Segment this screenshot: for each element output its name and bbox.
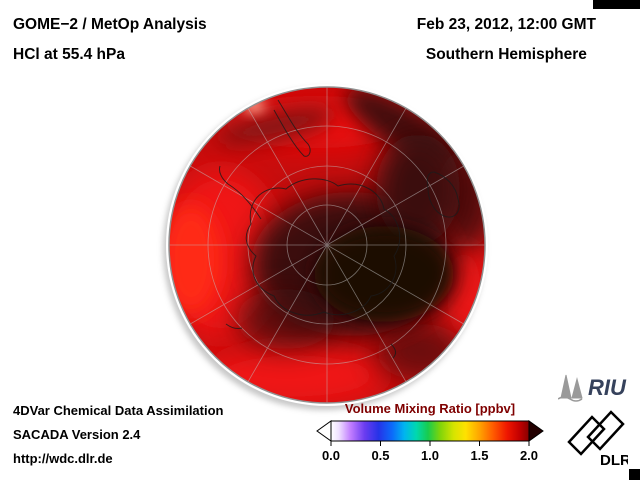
hemisphere-map xyxy=(166,84,488,406)
map-boundary xyxy=(168,86,486,404)
hemisphere-map-plot xyxy=(168,86,486,404)
graticule xyxy=(169,87,485,403)
colorbar-tick-label-0: 0.0 xyxy=(322,448,340,463)
colorbar-gradient xyxy=(330,420,530,442)
species-level-label: HCl at 55.4 hPa xyxy=(13,46,125,63)
colorbar-ticks xyxy=(330,441,530,446)
screen-corner-artifact-bottom-right xyxy=(629,469,640,480)
cathedral-icon xyxy=(557,374,583,402)
assimilation-label: 4DVar Chemical Data Assimilation xyxy=(13,403,224,418)
riu-logo: RIU xyxy=(557,370,630,407)
colorbar-tick-label-2: 1.0 xyxy=(421,448,439,463)
dlr-logo-text: DLR xyxy=(600,452,628,467)
credits-block: 4DVar Chemical Data Assimilation SACADA … xyxy=(13,399,224,471)
product-header: GOME−2 / MetOp Analysis HCl at 55.4 hPa xyxy=(13,10,207,70)
colorbar-tick-label-3: 1.5 xyxy=(470,448,488,463)
dlr-emblem-icon xyxy=(567,410,625,456)
colorbar-left-arrow xyxy=(316,420,332,442)
version-label: SACADA Version 2.4 xyxy=(13,427,141,442)
mixing-ratio-field xyxy=(169,87,485,403)
colorbar-tick-label-4: 2.0 xyxy=(520,448,538,463)
url-label: http://wdc.dlr.de xyxy=(13,451,113,466)
product-title: GOME−2 / MetOp Analysis xyxy=(13,16,207,33)
colorbar-title: Volume Mixing Ratio [ppbv] xyxy=(344,401,516,416)
riu-logo-text: RIU xyxy=(588,375,627,400)
hemisphere-label: Southern Hemisphere xyxy=(425,46,587,63)
coastlines xyxy=(219,99,460,359)
colorbar-tick-label-1: 0.5 xyxy=(371,448,389,463)
colorbar-scale: 0.0 0.5 1.0 1.5 2.0 xyxy=(316,420,544,463)
timestamp-label: Feb 23, 2012, 12:00 GMT xyxy=(416,16,596,33)
colorbar-right-arrow xyxy=(528,420,544,442)
dlr-logo: DLR xyxy=(566,409,631,472)
colorbar: Volume Mixing Ratio [ppbv] xyxy=(315,401,545,470)
datetime-header: Feb 23, 2012, 12:00 GMT Southern Hemisph… xyxy=(417,10,596,70)
screen-corner-artifact-top-right xyxy=(593,0,640,9)
